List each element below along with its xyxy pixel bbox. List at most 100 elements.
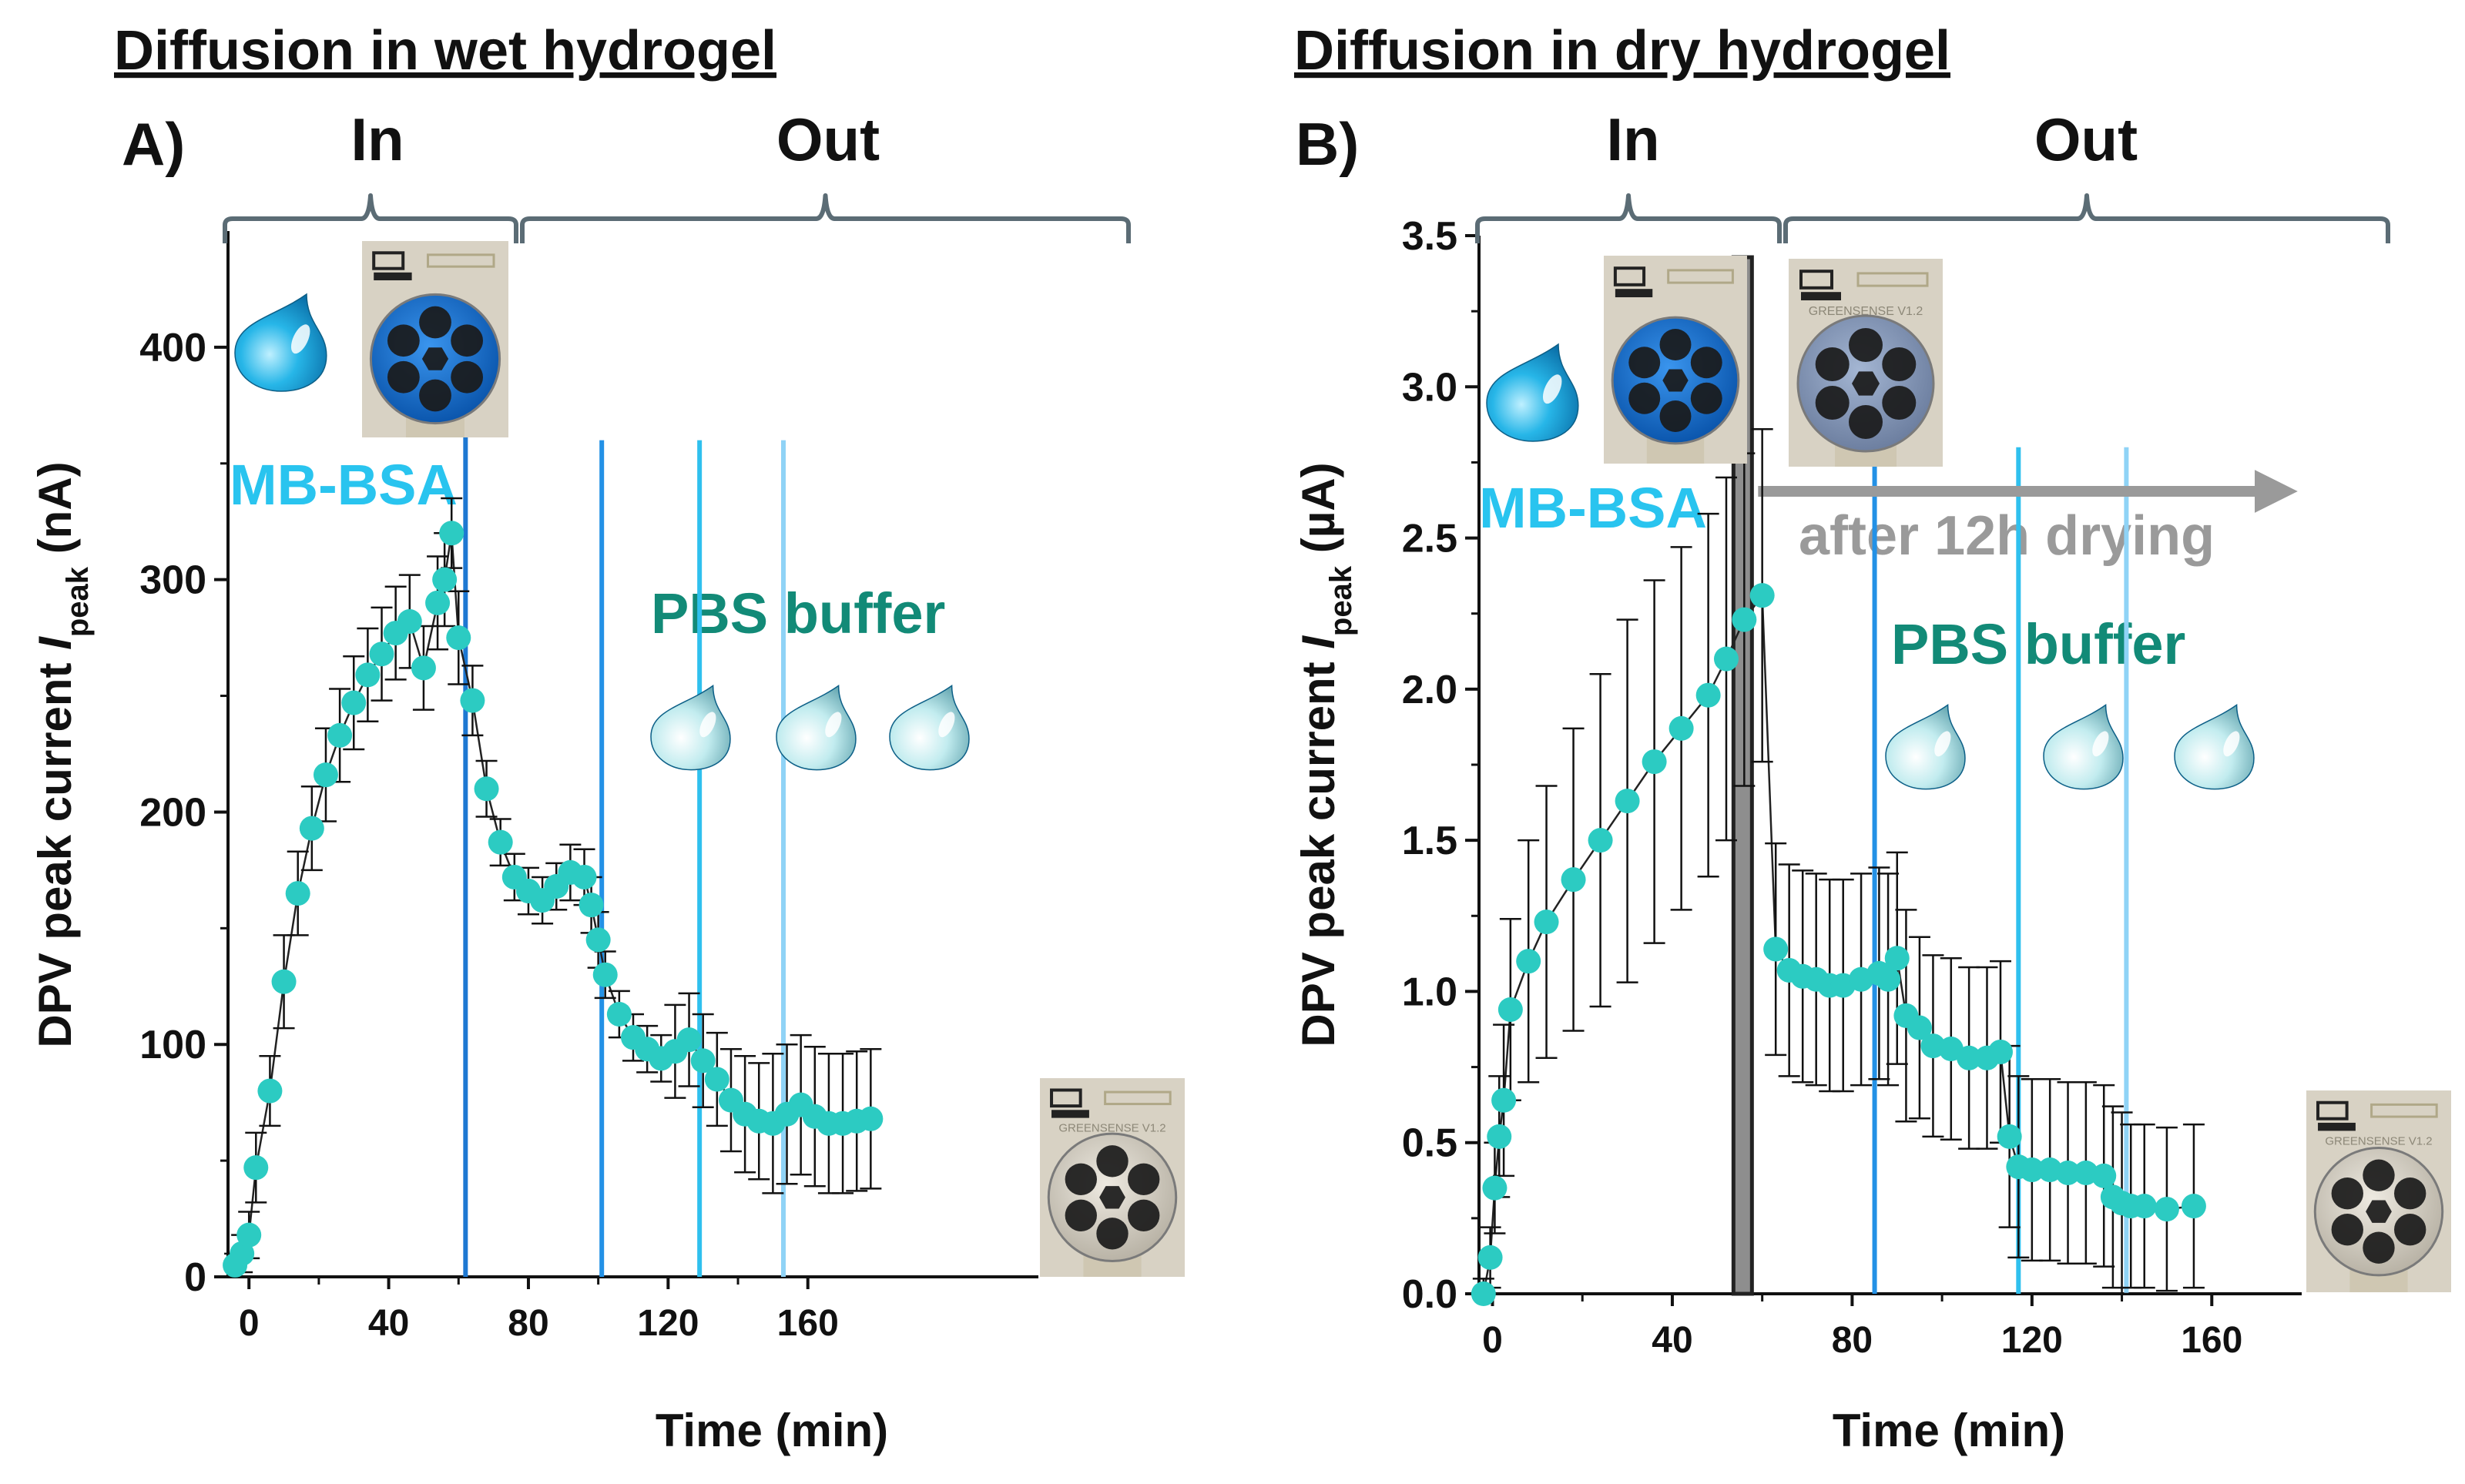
panel-a-data-point <box>397 608 422 634</box>
panel-b-x-axis-title: Time (min) <box>1833 1405 2065 1456</box>
electrode-sensor-photo <box>1604 256 1747 464</box>
panel-b-brace-label-in: In <box>1606 106 1659 173</box>
panel-a-y-title-italic: I <box>29 636 81 650</box>
panel-b-mb-bsa-label: MB-BSA <box>1479 476 1707 540</box>
panel-a-x-axis-title: Time (min) <box>656 1405 888 1456</box>
panel-b-y-title-italic: I <box>1293 635 1344 649</box>
sensor-pad <box>374 272 412 280</box>
sensor-pad <box>1801 292 1841 300</box>
panel-b-pbs-label: PBS buffer <box>1891 612 2185 676</box>
panel-a-data-point <box>579 893 604 918</box>
electrode-sensor-photo: GREENSENSE V1.2 <box>1040 1078 1185 1277</box>
electrode-center <box>1852 371 1880 396</box>
panel-b-plot: 0.0 0.5 1.0 1.5 2.0 2.5 3.0 3.5 0 40 80 120 160 <box>1402 214 2302 1361</box>
panel-b-data-point <box>1957 1045 1982 1070</box>
panel-b-y-tick-label: 1.5 <box>1402 819 1457 863</box>
water-drop-icon <box>889 684 970 771</box>
panel-b-data-point <box>1907 1015 1932 1040</box>
panel-b-y-axis-title: DPV peak current Ipeak (µA) <box>1293 462 1358 1047</box>
panel-a-data-point <box>313 762 338 788</box>
panel-a-data-point <box>606 1001 632 1027</box>
panel-b-y-tick-label: 0.5 <box>1402 1121 1457 1166</box>
panel-a-data-point <box>230 1241 255 1266</box>
panel-a-data-point <box>355 662 381 688</box>
panel-a-data-point <box>439 521 464 546</box>
electrode-well <box>451 360 484 394</box>
panel-b-data-point <box>1516 949 1541 974</box>
panel-b-y-title-sub: peak <box>1324 565 1358 636</box>
panel-a-y-title-sub: peak <box>61 566 95 637</box>
drop-highlight <box>2223 731 2240 757</box>
panel-a-data-point <box>446 625 471 651</box>
panel-b-data-point <box>2055 1160 2081 1185</box>
electrode-well <box>451 324 484 357</box>
electrode-well <box>1882 347 1917 381</box>
sensor-pad <box>2318 1122 2356 1131</box>
electrode-well <box>387 360 420 394</box>
electrode-well <box>1659 329 1692 360</box>
electrode-well <box>1128 1199 1160 1231</box>
panel-a-brace-label-out: Out <box>776 106 880 173</box>
panel-a-data-point <box>488 829 513 855</box>
panel-a-x-tick-label: 80 <box>508 1303 548 1344</box>
drop-highlight <box>2092 731 2109 757</box>
sensor-marker <box>2316 1100 2349 1121</box>
electrode-well <box>1690 347 1722 379</box>
panel-a-y-tick-label: 0 <box>184 1255 206 1300</box>
drop-highlight <box>938 712 955 738</box>
panel-a-data-point <box>369 642 394 667</box>
panel-b-data-point <box>2181 1194 2206 1219</box>
electrode-well <box>1690 382 1722 414</box>
panel-a-data-point <box>690 1048 716 1074</box>
panel-a-data-point <box>243 1155 269 1181</box>
panel-a-data-point <box>236 1222 262 1248</box>
panel-b-y-title-unit: (µA) <box>1293 462 1344 566</box>
panel-a-x-tick-label: 0 <box>239 1303 260 1344</box>
panel-b-brace-in <box>1475 193 1782 243</box>
panel-a-data-point <box>425 590 451 615</box>
panel-a-data-point <box>592 962 618 987</box>
panel-a-y-tick-label: 200 <box>139 790 206 835</box>
panel-b-x-tick-label: 80 <box>1832 1320 1873 1361</box>
drop-body <box>234 293 327 392</box>
electrode-sensor-photo <box>362 241 508 437</box>
panel-b-data-point <box>1732 607 1757 632</box>
panel-b-x-tick-label: 40 <box>1652 1320 1692 1361</box>
panel-b-data-point <box>1561 867 1586 893</box>
electrode-well <box>1849 405 1883 439</box>
water-drop-icon <box>776 684 857 771</box>
electrode-well <box>2394 1177 2426 1210</box>
electrode-well <box>1882 386 1917 420</box>
sensor-pad <box>1051 1110 1089 1118</box>
panel-a-title: Diffusion in wet hydrogel <box>114 20 776 82</box>
panel-b-data-point <box>2019 1157 2044 1183</box>
icon-layer: GREENSENSE V1.2 GREENSENSE V1.2 GREENSENSE… <box>223 193 2451 1292</box>
water-drop-icon <box>1885 703 1966 790</box>
panel-a-data-point <box>257 1078 283 1104</box>
drop-body <box>1885 703 1966 790</box>
panel-a-x-tick-label: 40 <box>368 1303 409 1344</box>
panel-a-y-tick-label: 300 <box>139 558 206 603</box>
panel-b-label: B) <box>1296 110 1359 178</box>
sensor-trace <box>2370 1103 2438 1118</box>
panel-a-brace-in <box>223 193 518 243</box>
water-drop-icon <box>650 684 731 771</box>
panel-a-x-tick-label: 120 <box>637 1303 699 1344</box>
panel-b-data-point <box>1497 997 1523 1022</box>
panel-b-data-point <box>2131 1194 2157 1219</box>
panel-a-data-point <box>411 655 436 681</box>
electrode-well <box>387 324 420 357</box>
panel-a-label: A) <box>122 110 185 178</box>
panel-a-data-point <box>271 969 297 994</box>
sensor-trace <box>427 253 495 268</box>
panel-a-data-point <box>676 1027 702 1053</box>
panel-a-brace-label-in: In <box>350 106 404 173</box>
panel-a-data-point <box>432 567 458 592</box>
sensor-label: GREENSENSE V1.2 <box>1058 1122 1165 1135</box>
panel-b-data-point <box>1987 1039 2013 1064</box>
sensor-trace <box>1856 272 1929 287</box>
panel-b-data-point <box>1588 828 1613 853</box>
panel-b-y-tick-label: 3.5 <box>1402 214 1457 259</box>
